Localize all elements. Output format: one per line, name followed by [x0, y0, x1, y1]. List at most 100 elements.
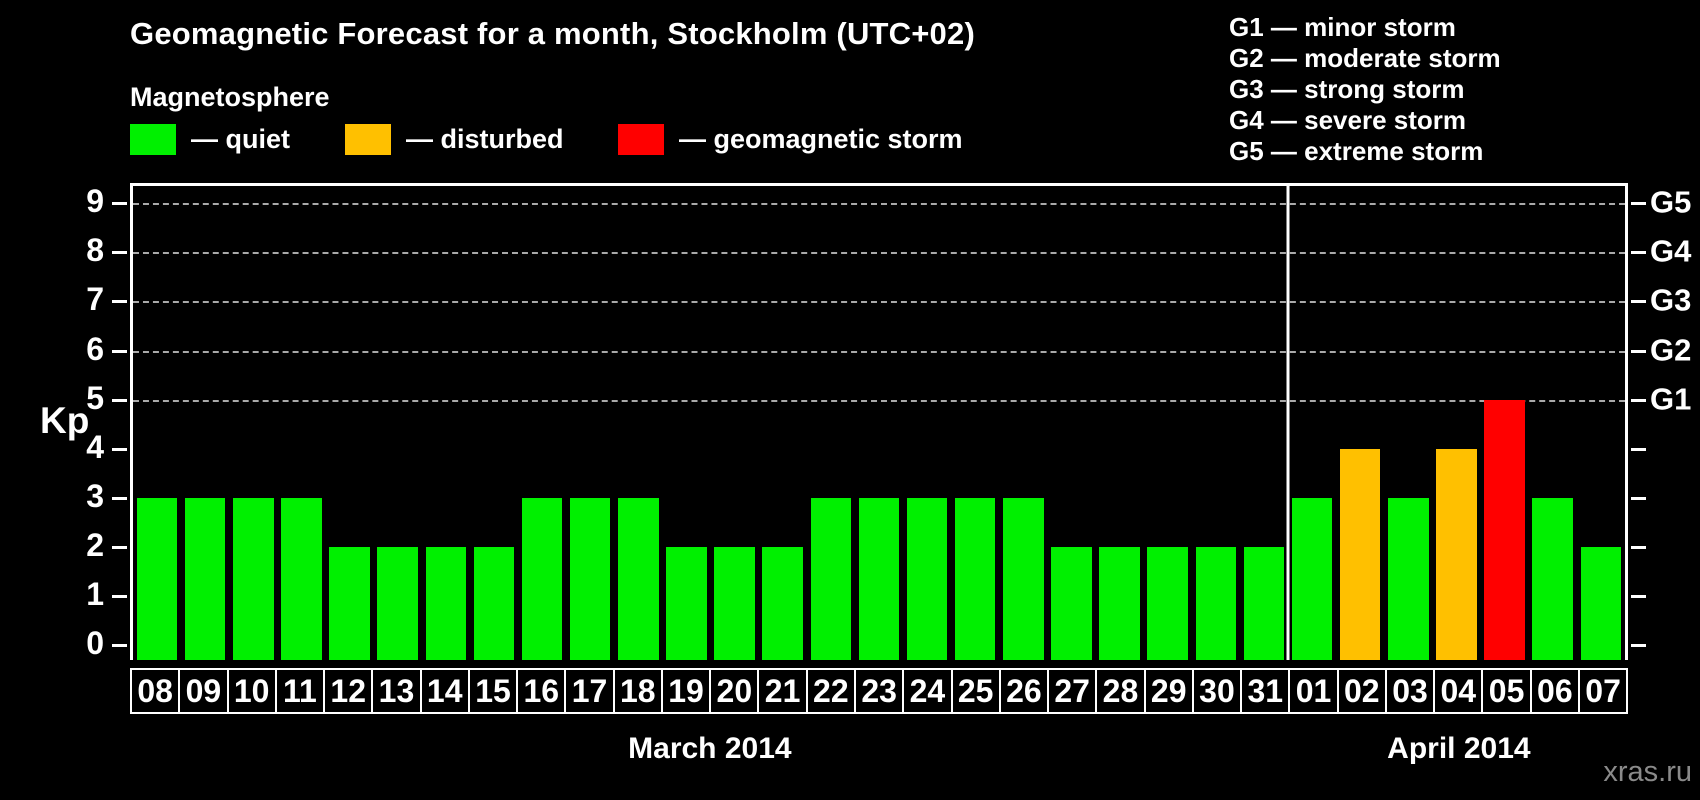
bar-slot-day-01 [1288, 186, 1336, 660]
bar-slot-day-03 [1384, 186, 1432, 660]
day-label-20: 20 [709, 668, 758, 714]
right-tick-kp-0 [1631, 644, 1646, 648]
left-tick-kp-4 [112, 447, 127, 451]
bar-slot-day-08 [133, 186, 181, 660]
bar-slot-day-10 [229, 186, 277, 660]
day-label-12: 12 [323, 668, 372, 714]
bar-slot-day-16 [518, 186, 566, 660]
bar-slot-day-02 [1336, 186, 1384, 660]
kp-bar-day-23-quiet [858, 497, 900, 660]
bar-slot-day-15 [470, 186, 518, 660]
left-tick-kp-9 [112, 202, 127, 206]
storm-scale-line-g3: G3 — strong storm [1229, 74, 1465, 104]
day-label-08: 08 [130, 668, 179, 714]
kp-bar-day-14-quiet [425, 547, 467, 660]
gridline-kp-9 [133, 203, 1625, 206]
day-label-24: 24 [902, 668, 951, 714]
right-tick-kp-8 [1631, 251, 1646, 255]
legend-label-storm: — geomagnetic storm [679, 123, 963, 154]
kp-bar-day-01-quiet [1291, 497, 1333, 660]
kp-bar-day-29-quiet [1147, 547, 1188, 660]
bar-slot-day-06 [1529, 186, 1577, 660]
bar-slot-day-28 [1096, 186, 1144, 660]
bar-slot-day-30 [1192, 186, 1240, 660]
kp-bar-day-17-quiet [569, 497, 611, 660]
left-tick-kp-1 [112, 595, 127, 599]
y-axis-label: Kp [40, 400, 90, 441]
kp-bar-day-08-quiet [136, 497, 178, 660]
day-label-18: 18 [612, 668, 661, 714]
left-tick-kp-0 [112, 644, 127, 648]
day-label-04: 04 [1433, 668, 1482, 714]
magnetosphere-heading: Magnetosphere [130, 82, 330, 112]
bar-slot-day-23 [855, 186, 903, 660]
kp-bar-day-04-disturbed [1436, 448, 1477, 660]
right-axis-label-g3: G3 [1650, 282, 1692, 318]
day-label-23: 23 [853, 668, 903, 714]
kp-bar-day-31-quiet [1243, 547, 1285, 660]
day-label-03: 03 [1384, 668, 1434, 714]
bar-slot-day-24 [903, 186, 951, 660]
day-label-17: 17 [564, 668, 613, 714]
kp-bar-day-15-quiet [473, 547, 515, 660]
bar-slot-day-19 [662, 186, 710, 660]
month-label-1: April 2014 [1387, 732, 1531, 765]
bar-slot-day-11 [277, 186, 325, 660]
kp-bar-day-16-quiet [521, 497, 563, 660]
y-tick-label-7: 7 [86, 281, 104, 318]
bar-slot-day-29 [1144, 186, 1192, 660]
day-label-13: 13 [371, 668, 420, 714]
storm-scale-line-g1: G1 — minor storm [1229, 12, 1456, 42]
day-label-30: 30 [1191, 668, 1241, 714]
kp-bar-day-25-quiet [954, 497, 996, 660]
kp-bar-day-20-quiet [714, 547, 755, 660]
kp-bar-day-22-quiet [810, 497, 852, 660]
day-label-09: 09 [178, 668, 227, 714]
bar-slot-day-25 [951, 186, 999, 660]
bar-slot-day-21 [759, 186, 807, 660]
kp-bar-day-21-quiet [762, 547, 803, 660]
gridline-layer [133, 186, 1625, 660]
kp-bar-day-24-quiet [906, 497, 948, 660]
bar-layer [133, 186, 1625, 660]
left-tick-kp-2 [112, 546, 127, 550]
day-label-28: 28 [1095, 668, 1144, 714]
y-tick-label-8: 8 [86, 232, 104, 269]
day-label-16: 16 [516, 668, 565, 714]
right-tick-kp-1 [1631, 595, 1646, 599]
day-label-21: 21 [757, 668, 806, 714]
bar-slot-day-14 [422, 186, 470, 660]
legend-item-disturbed: — disturbed [345, 121, 564, 157]
right-axis-label-g2: G2 [1650, 331, 1692, 367]
legend-item-quiet: — quiet [130, 121, 290, 157]
legend-label-disturbed: — disturbed [406, 123, 564, 154]
y-tick-label-9: 9 [86, 183, 104, 220]
left-tick-kp-8 [112, 251, 127, 255]
day-label-31: 31 [1240, 668, 1289, 714]
day-label-14: 14 [419, 668, 468, 714]
kp-bar-day-27-quiet [1051, 547, 1092, 660]
right-tick-kp-2 [1631, 546, 1646, 550]
kp-bar-day-19-quiet [666, 547, 707, 660]
right-axis-label-g5: G5 [1650, 184, 1692, 220]
kp-bar-day-26-quiet [1003, 497, 1044, 660]
day-label-29: 29 [1143, 668, 1192, 714]
day-label-05: 05 [1481, 668, 1530, 714]
chart-title: Geomagnetic Forecast for a month, Stockh… [130, 16, 975, 51]
left-tick-kp-5 [112, 398, 127, 402]
y-tick-label-2: 2 [86, 527, 104, 564]
disturbed-color-swatch [345, 123, 391, 155]
kp-bar-day-10-quiet [233, 497, 274, 660]
left-tick-kp-7 [112, 300, 127, 304]
right-tick-kp-6 [1631, 349, 1646, 353]
day-label-19: 19 [660, 668, 710, 714]
month-separator-line [1286, 186, 1290, 660]
day-label-01: 01 [1288, 668, 1337, 714]
legend-label-quiet: — quiet [191, 123, 290, 154]
gridline-kp-5 [133, 399, 1625, 402]
x-axis-day-strip: 08 09 10 11 12 13 14 15 16 17 18 19 20 21 22 23 24 25 26 27… [130, 668, 1629, 714]
bar-slot-day-27 [1047, 186, 1095, 660]
bar-slot-day-09 [181, 186, 229, 660]
kp-bar-day-28-quiet [1099, 547, 1140, 660]
